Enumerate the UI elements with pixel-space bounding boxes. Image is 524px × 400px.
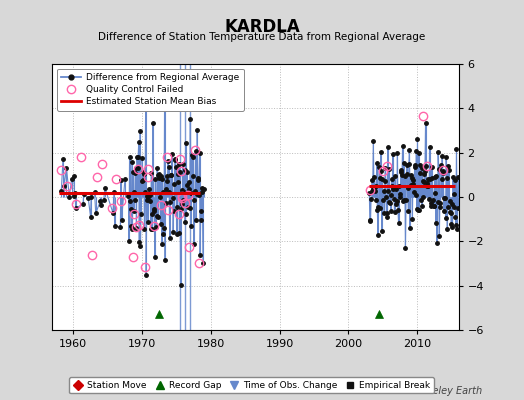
Text: Difference of Station Temperature Data from Regional Average: Difference of Station Temperature Data f… [99, 32, 425, 42]
Legend: Station Move, Record Gap, Time of Obs. Change, Empirical Break: Station Move, Record Gap, Time of Obs. C… [70, 377, 433, 394]
Text: KARDLA: KARDLA [224, 18, 300, 36]
Legend: Difference from Regional Average, Quality Control Failed, Estimated Station Mean: Difference from Regional Average, Qualit… [57, 68, 244, 111]
Text: Berkeley Earth: Berkeley Earth [410, 386, 482, 396]
